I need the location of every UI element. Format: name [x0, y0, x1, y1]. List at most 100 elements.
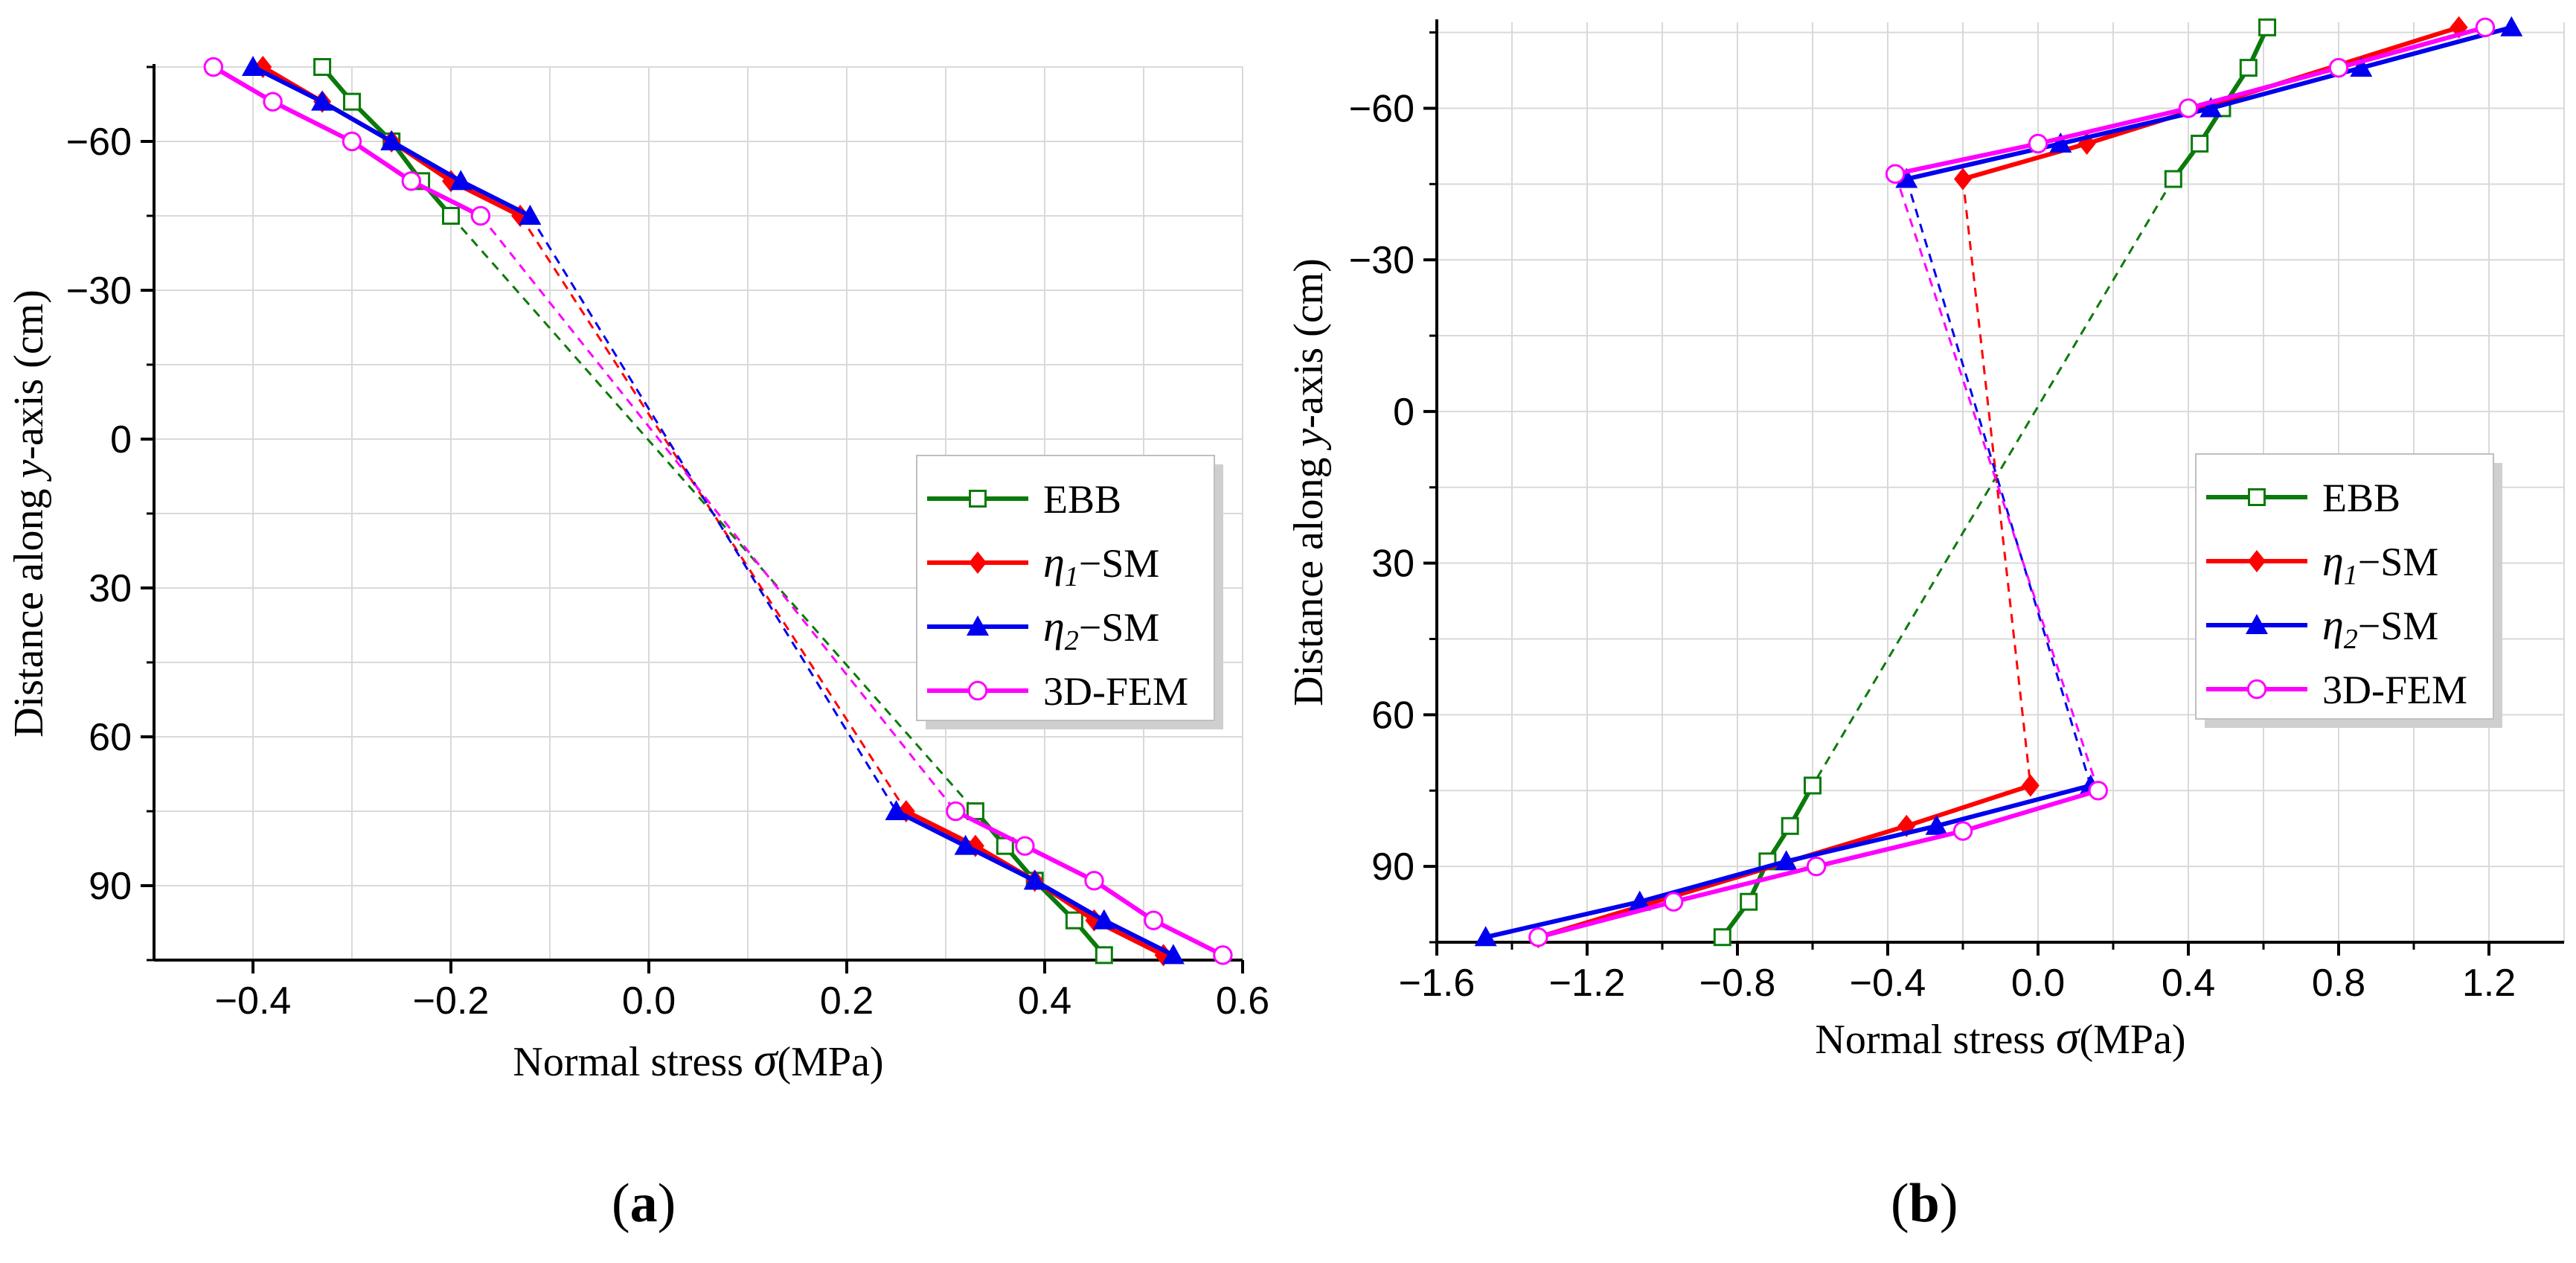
series-ebb-point [442, 207, 460, 225]
series-3d-fem-point [1885, 164, 1906, 184]
legend-label-part: 1 [2344, 560, 2358, 591]
legend: EBB η1−SM η2−SM 3D-FEM [916, 455, 1223, 729]
legend-label-eta2-sm: η2−SM [2322, 601, 2438, 655]
legend-marker-ebb [2248, 488, 2266, 506]
series-3d-fem [203, 57, 1233, 965]
y-axis-title-rest: -axis (cm) [1286, 258, 1332, 429]
series-3d-fem-point [1213, 945, 1233, 965]
x-tick-label: −0.8 [1699, 962, 1776, 1005]
series-3d-fem-point [1084, 871, 1104, 891]
series-eta2-sm-point [1775, 850, 1798, 871]
legend-marker-3d-fem [2246, 679, 2267, 700]
series-eta2-sm-point [449, 170, 472, 191]
y-axis-title-text: Distance along [1286, 447, 1332, 706]
legend-label-part: −SM [1079, 541, 1160, 586]
series-ebb-point [1781, 816, 1799, 835]
legend-entry-eta1-sm: η1−SM [927, 538, 1159, 592]
x-tick-label: 0.4 [1018, 979, 1071, 1023]
series-ebb-point [1713, 928, 1731, 947]
series-3d-fem-point [1663, 892, 1684, 912]
series-eta2-sm-point [1925, 814, 1948, 835]
series-ebb-point [2191, 134, 2209, 153]
x-tick-label: 0.6 [1216, 979, 1269, 1023]
legend-label-part: η [2322, 537, 2344, 585]
legend-marker-eta1-sm [2248, 550, 2266, 572]
legend-label-3d-fem: 3D-FEM [2322, 668, 2467, 712]
series-eta2-sm-point [1895, 167, 1918, 188]
series-3d-fem-point [2178, 98, 2199, 118]
x-tick-label: 1.2 [2462, 962, 2516, 1005]
series-eta2-sm-point [1628, 890, 1651, 911]
x-axis-title-unit: (MPa) [777, 1039, 883, 1085]
legend-marker-eta2-sm [967, 615, 989, 636]
series-ebb-point [2258, 18, 2277, 36]
y-axis-title: Distance along y-axis (cm) [6, 290, 52, 738]
series-eta2-sm-point [2350, 57, 2373, 77]
legend-entry-eta2-sm: η2−SM [927, 602, 1159, 656]
legend-label-part: 3D-FEM [1043, 669, 1188, 714]
legend-label-part: −SM [1079, 605, 1160, 650]
x-tick-label: −1.2 [1549, 962, 1626, 1005]
y-axis-title: Distance along y-axis (cm) [1286, 258, 1332, 706]
series-eta2-sm-point [311, 90, 334, 111]
series-3d-fem-point [1528, 927, 1548, 947]
series-eta2-sm-point [885, 800, 908, 820]
y-tick-label: −30 [66, 269, 132, 313]
legend: EBB η1−SM η2−SM 3D-FEM [2195, 453, 2502, 728]
legend-marker-eta1-sm [969, 551, 987, 574]
y-tick-label: −60 [1349, 87, 1414, 130]
series-eta2-sm-dashed-link [1905, 179, 2092, 786]
x-tick-label: 0.2 [820, 979, 874, 1023]
y-tick-label: 0 [1393, 391, 1414, 434]
series-eta2-sm-point [380, 130, 403, 150]
legend-entry-eta2-sm: η2−SM [2206, 601, 2438, 655]
series-eta2-sm-point [242, 56, 264, 76]
series-eta2-sm-point [519, 205, 542, 225]
y-axis-title-rest: -axis (cm) [6, 290, 52, 460]
series-3d-fem-point [263, 92, 283, 112]
series-eta1-sm-point [2021, 774, 2040, 797]
x-axis-title-symbol: σ [754, 1033, 779, 1086]
legend-entry-eta1-sm: η1−SM [2206, 537, 2438, 591]
y-tick-label: 60 [1371, 694, 1414, 737]
series-3d-fem-point [2088, 781, 2109, 801]
x-tick-label: −1.6 [1399, 962, 1476, 1005]
x-axis-title-text: Normal stress [513, 1039, 754, 1085]
x-axis-title-symbol: σ [2056, 1011, 2081, 1064]
y-axis-title-symbol: y [1286, 429, 1332, 451]
series-eta1-sm-dashed-link [519, 215, 908, 812]
x-axis-title: Normal stress σ(MPa) [513, 1033, 883, 1086]
legend-label-eta1-sm: η1−SM [2322, 537, 2438, 591]
series-eta2-sm-point [1023, 869, 1046, 890]
series-eta2-sm-point [2049, 132, 2072, 153]
chart-a: −0.4 −0.2 0.0 0.2 0.4 0.6 −60 −30 0 30 60 90 Normal … [6, 56, 1269, 1086]
legend-label-part: EBB [2322, 476, 2400, 520]
legend-label-part: η [2322, 601, 2344, 649]
legend-label-part: EBB [1043, 477, 1121, 522]
series-3d-fem-point [1015, 836, 1035, 856]
series-eta2-sm-point [954, 834, 977, 855]
legend-label-eta2-sm: η2−SM [1043, 602, 1159, 656]
y-tick-label: 90 [89, 865, 132, 908]
series-ebb-point [2239, 59, 2258, 77]
series-ebb [1713, 18, 2277, 947]
series-ebb-dashed-link [1811, 178, 2175, 787]
series-3d-fem-dashed-link [479, 215, 957, 812]
legend-label-part: 3D-FEM [2322, 668, 2467, 712]
series-eta2-sm-point [2199, 97, 2223, 118]
legend-label-ebb: EBB [1043, 477, 1121, 522]
series-3d-fem-point [470, 205, 491, 226]
series-eta2-sm-point [1474, 926, 1497, 947]
series-3d-fem-point [1144, 910, 1164, 930]
series-ebb-point [2164, 170, 2182, 188]
legend-marker-eta2-sm [2246, 614, 2268, 634]
y-tick-label: 30 [89, 567, 132, 610]
y-axis-title-symbol: y [6, 460, 52, 482]
subfigure-label-b-text: b [1909, 1173, 1940, 1234]
legend-entry-ebb: EBB [927, 477, 1121, 522]
legend-label-part: 1 [1065, 561, 1079, 592]
series-3d-fem-point [2328, 57, 2349, 78]
legend-label-part: 2 [2344, 624, 2358, 655]
series-eta2-sm [242, 56, 1185, 965]
